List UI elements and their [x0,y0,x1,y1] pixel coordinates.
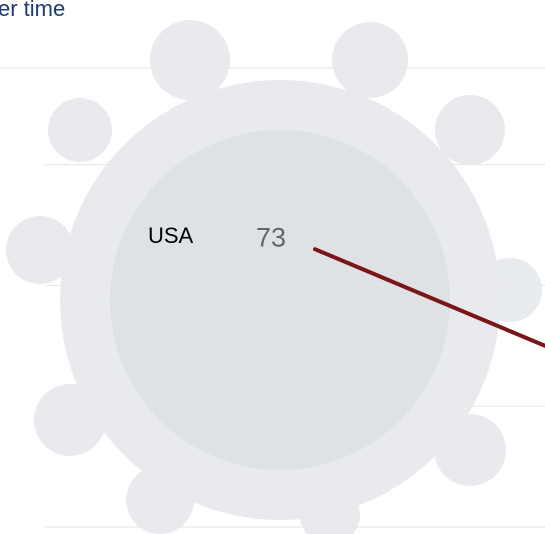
virus-background [6,20,542,534]
chart: er time USA 73 [0,0,545,534]
series-label: USA [148,223,194,248]
value-label: 73 [256,222,286,252]
chart-title: er time [0,0,65,21]
